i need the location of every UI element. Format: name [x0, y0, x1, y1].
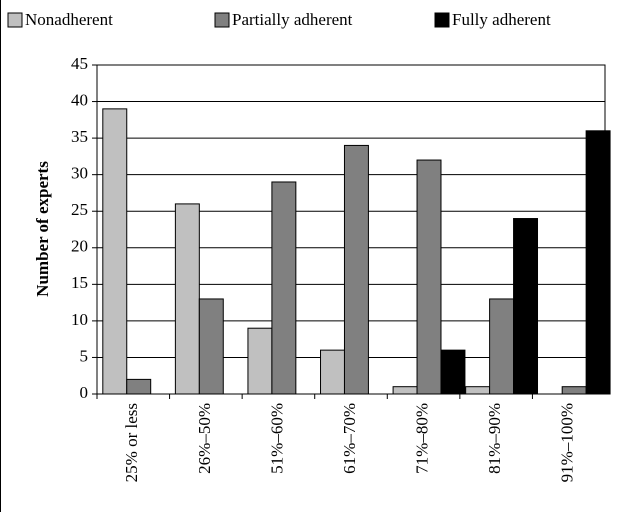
x-tick-label: 61%–70% [340, 403, 359, 474]
y-tick-label: 30 [71, 164, 88, 183]
legend-swatch [214, 12, 230, 28]
y-tick-label: 10 [71, 310, 88, 329]
y-tick-label: 0 [80, 383, 89, 402]
y-axis-label: Number of experts [33, 161, 52, 297]
y-tick-label: 20 [71, 237, 88, 256]
x-tick-label: 25% or less [122, 403, 141, 482]
legend-label: Nonadherent [25, 10, 113, 29]
legend-label: Partially adherent [232, 10, 353, 29]
bar [561, 386, 587, 395]
bar [174, 203, 200, 395]
bar [271, 181, 297, 395]
legend-swatch [434, 12, 450, 28]
x-tick-label: 91%–100% [558, 403, 577, 482]
bar [440, 349, 466, 395]
legend-label: Fully adherent [452, 10, 551, 29]
bar [465, 386, 491, 395]
bar [416, 159, 442, 395]
x-tick-label: 51%–60% [267, 403, 286, 474]
y-tick-label: 40 [71, 90, 88, 109]
bar [392, 386, 418, 395]
bar [247, 327, 273, 395]
bar [489, 298, 515, 395]
y-tick-label: 45 [71, 54, 88, 73]
bar [585, 130, 611, 395]
y-tick-label: 15 [71, 273, 88, 292]
bar [513, 218, 539, 395]
bar [320, 349, 345, 395]
x-tick-label: 26%–50% [195, 403, 214, 474]
y-tick-label: 35 [71, 127, 88, 146]
legend-swatch [7, 12, 23, 28]
bar [126, 378, 152, 395]
y-tick-label: 25 [71, 200, 88, 219]
bar [343, 144, 369, 395]
y-tick-label: 5 [80, 346, 89, 365]
x-tick-label: 81%–90% [485, 403, 504, 474]
bar [198, 298, 224, 395]
x-tick-label: 71%–80% [412, 403, 431, 474]
bar [102, 108, 128, 395]
